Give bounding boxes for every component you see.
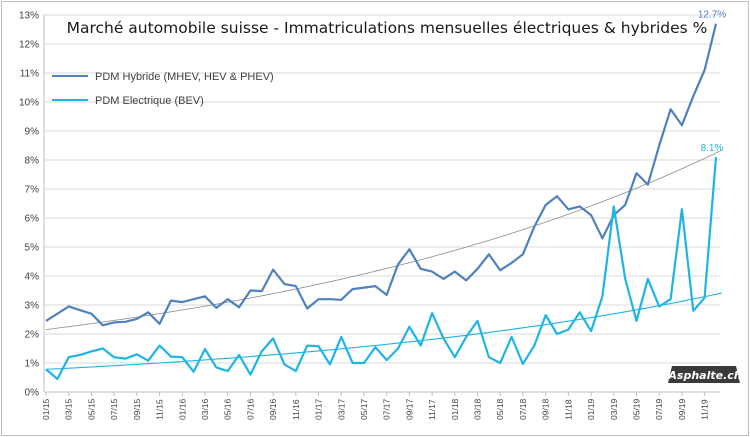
watermark-text: Asphalte.ch bbox=[667, 369, 741, 382]
series-line-0 bbox=[45, 23, 718, 327]
trendline-0 bbox=[45, 149, 722, 330]
legend: PDM Hybride (MHEV, HEV & PHEV) PDM Elect… bbox=[52, 71, 274, 107]
x-tick-label: 03/16 bbox=[200, 398, 210, 420]
x-tick-label: 09/16 bbox=[268, 398, 278, 420]
chart-title: Marché automobile suisse - Immatriculati… bbox=[67, 19, 708, 37]
x-axis-ticks: 01/15 03/15 05/15 07/15 09/15 11/15 01/16 03/16… bbox=[41, 392, 710, 420]
x-tick-label: 05/16 bbox=[223, 398, 233, 420]
x-tick-label: 09/18 bbox=[541, 398, 551, 420]
x-tick-label: 05/19 bbox=[632, 398, 642, 420]
y-tick-label: 9% bbox=[25, 127, 40, 138]
y-tick-label: 11% bbox=[20, 69, 39, 80]
x-tick-label: 05/18 bbox=[495, 398, 505, 420]
x-tick-label: 03/18 bbox=[473, 398, 483, 420]
y-axis-ticks: 0% 1% 2% 3% 4% 5% 6% 7% 8% 9% 10% 11% 12% 13% bbox=[19, 11, 39, 399]
x-tick-label: 01/19 bbox=[586, 398, 596, 420]
y-tick-label: 5% bbox=[25, 243, 40, 254]
x-tick-label: 07/16 bbox=[245, 398, 255, 420]
watermark-logo: Asphalte.ch bbox=[667, 366, 742, 383]
y-tick-label: 2% bbox=[25, 330, 40, 341]
x-tick-label: 07/15 bbox=[109, 398, 119, 420]
trendlines bbox=[45, 149, 722, 370]
x-tick-label: 11/15 bbox=[155, 399, 165, 420]
y-tick-label: 1% bbox=[25, 359, 40, 370]
series-lines bbox=[45, 23, 718, 380]
y-tick-label: 7% bbox=[25, 185, 40, 196]
x-tick-label: 11/18 bbox=[563, 399, 573, 420]
y-tick-label: 13% bbox=[19, 11, 39, 22]
x-tick-label: 01/18 bbox=[450, 398, 460, 420]
legend-label-hybride: PDM Hybride (MHEV, HEV & PHEV) bbox=[95, 71, 274, 83]
y-tick-label: 0% bbox=[25, 388, 40, 399]
x-tick-label: 07/19 bbox=[654, 398, 664, 420]
x-tick-label: 05/17 bbox=[359, 398, 369, 420]
x-tick-label: 07/17 bbox=[382, 398, 392, 420]
y-tick-label: 8% bbox=[25, 156, 40, 167]
trendline-1 bbox=[45, 292, 722, 370]
x-tick-label: 03/19 bbox=[609, 398, 619, 420]
x-tick-label: 03/15 bbox=[64, 398, 74, 420]
y-tick-label: 4% bbox=[25, 272, 40, 283]
gridlines bbox=[43, 14, 720, 393]
x-tick-label: 11/16 bbox=[291, 399, 301, 420]
x-tick-label: 05/15 bbox=[86, 398, 96, 420]
x-tick-label: 01/17 bbox=[314, 398, 324, 420]
y-tick-label: 12% bbox=[19, 40, 39, 51]
x-tick-label: 11/19 bbox=[700, 399, 710, 420]
y-tick-label: 6% bbox=[25, 214, 40, 225]
x-tick-label: 01/15 bbox=[41, 398, 51, 420]
annotations: 12.7% 8.1% bbox=[698, 10, 726, 154]
y-tick-label: 10% bbox=[19, 98, 39, 109]
x-tick-label: 07/18 bbox=[518, 398, 528, 420]
x-tick-label: 11/17 bbox=[427, 399, 437, 420]
x-tick-label: 01/16 bbox=[177, 398, 187, 420]
annotation-label: 12.7% bbox=[698, 10, 726, 21]
x-tick-label: 03/17 bbox=[336, 398, 346, 420]
annotation-label: 8.1% bbox=[701, 143, 724, 154]
series-line-1 bbox=[45, 157, 718, 380]
legend-label-electrique: PDM Electrique (BEV) bbox=[95, 95, 204, 107]
x-tick-label: 09/17 bbox=[404, 398, 414, 420]
y-tick-label: 3% bbox=[25, 301, 40, 312]
x-tick-label: 09/19 bbox=[677, 398, 687, 420]
x-tick-label: 09/15 bbox=[132, 398, 142, 420]
